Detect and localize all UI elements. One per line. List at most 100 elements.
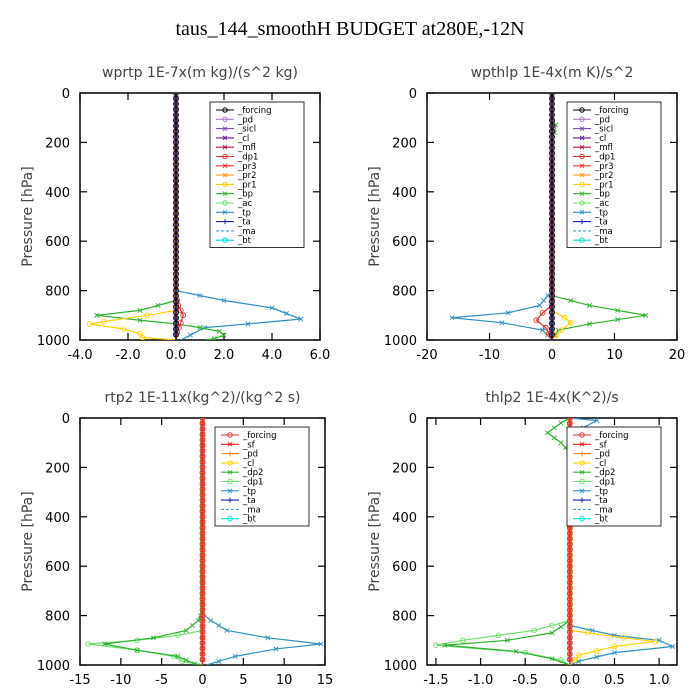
series-point (199, 535, 206, 542)
legend-label: _mfl (594, 143, 613, 153)
y-tick-label: 400 (392, 511, 417, 526)
series-line (569, 418, 655, 665)
x-tick-label: 0.0 (560, 673, 581, 688)
series-point (197, 293, 203, 299)
series-point (567, 651, 573, 657)
chart-title: wprtp 1E-7x(m kg)/(s^2 kg) (102, 65, 298, 81)
series-point (567, 618, 573, 624)
y-tick-label: 0 (62, 412, 70, 427)
legend-label: _pd (237, 115, 253, 125)
series-point (567, 568, 573, 575)
legend-marker (579, 153, 585, 160)
series-point (173, 265, 179, 272)
series-point (199, 656, 206, 663)
legend-label: _dp1 (237, 153, 258, 163)
series-point (173, 260, 179, 267)
series-point (533, 317, 540, 324)
series-point (187, 332, 193, 338)
series-point (199, 475, 206, 482)
series-point (567, 612, 573, 619)
legend-label: _dp1 (242, 478, 263, 488)
x-tick-label: 0 (198, 673, 206, 688)
series-point (199, 497, 206, 504)
series-point (137, 307, 143, 313)
y-tick-label: 800 (392, 610, 417, 625)
series-point (139, 334, 146, 340)
legend-marker (222, 172, 228, 178)
series-point (611, 650, 618, 656)
legend-label: _ma (594, 505, 613, 515)
series-point (173, 326, 179, 332)
x-tick-label: -5 (155, 673, 168, 688)
series-point (549, 315, 555, 321)
series-point (567, 629, 573, 635)
series-point (651, 638, 658, 645)
legend-label: _sicl (237, 125, 256, 135)
legend-marker (579, 163, 585, 169)
series-point (549, 117, 555, 124)
series-point (173, 188, 179, 195)
series-point (567, 645, 573, 652)
legend-marker (579, 516, 585, 522)
series-point (549, 172, 555, 179)
series-point (549, 232, 555, 239)
series-point (199, 426, 206, 432)
page-title: taus_144_smoothH BUDGET at280E,-12N (175, 18, 525, 40)
legend-label: _cl (237, 134, 249, 144)
series-point (549, 227, 555, 234)
legend-marker (222, 163, 228, 169)
series-point (173, 232, 179, 239)
series-point (549, 656, 555, 662)
series-point (567, 546, 573, 553)
series-point (173, 150, 179, 157)
legend-label: _pr3 (594, 162, 614, 172)
series-point (199, 442, 206, 449)
series-point (173, 309, 179, 316)
series-point (173, 216, 179, 223)
y-tick-label: 600 (392, 235, 417, 250)
series-point (199, 596, 206, 602)
x-tick-label: -10 (479, 348, 500, 363)
series-point (199, 563, 206, 570)
series-point (594, 418, 600, 423)
series-point (567, 579, 573, 586)
series-point (318, 641, 324, 647)
series-point (549, 276, 555, 283)
series-point (549, 161, 555, 168)
series-point (199, 634, 206, 641)
series-point (611, 643, 618, 650)
legend-marker (222, 144, 228, 150)
series-point (101, 318, 107, 325)
series-point (199, 464, 206, 471)
series-point (173, 177, 179, 184)
chart-title: rtp2 1E-11x(kg^2)/(kg^2 s) (105, 390, 301, 406)
series-point (199, 557, 206, 564)
series-point (549, 304, 555, 310)
series-line (88, 418, 204, 665)
series-point (549, 287, 555, 294)
series-point (549, 210, 555, 217)
series-point (180, 312, 187, 319)
series-point (189, 622, 195, 628)
legend-marker (579, 181, 585, 188)
x-tick-label: 0.5 (604, 673, 625, 688)
legend-label: _tp (594, 208, 608, 218)
series-point (567, 607, 573, 613)
legend-label: _pr1 (594, 180, 614, 190)
series-point (643, 312, 649, 318)
series-point (173, 298, 179, 305)
legend-marker (222, 200, 228, 206)
series-point (199, 579, 206, 586)
legend-marker (222, 209, 228, 215)
series-point (549, 194, 555, 201)
series-point (549, 221, 555, 228)
x-tick-label: 10 (276, 673, 293, 688)
series-point (499, 320, 505, 326)
series-point (173, 106, 179, 113)
series-point (549, 156, 555, 162)
y-tick-label: 800 (45, 610, 70, 625)
series-point (173, 249, 179, 256)
legend-label: _pd (594, 450, 610, 460)
series-point (199, 601, 206, 608)
